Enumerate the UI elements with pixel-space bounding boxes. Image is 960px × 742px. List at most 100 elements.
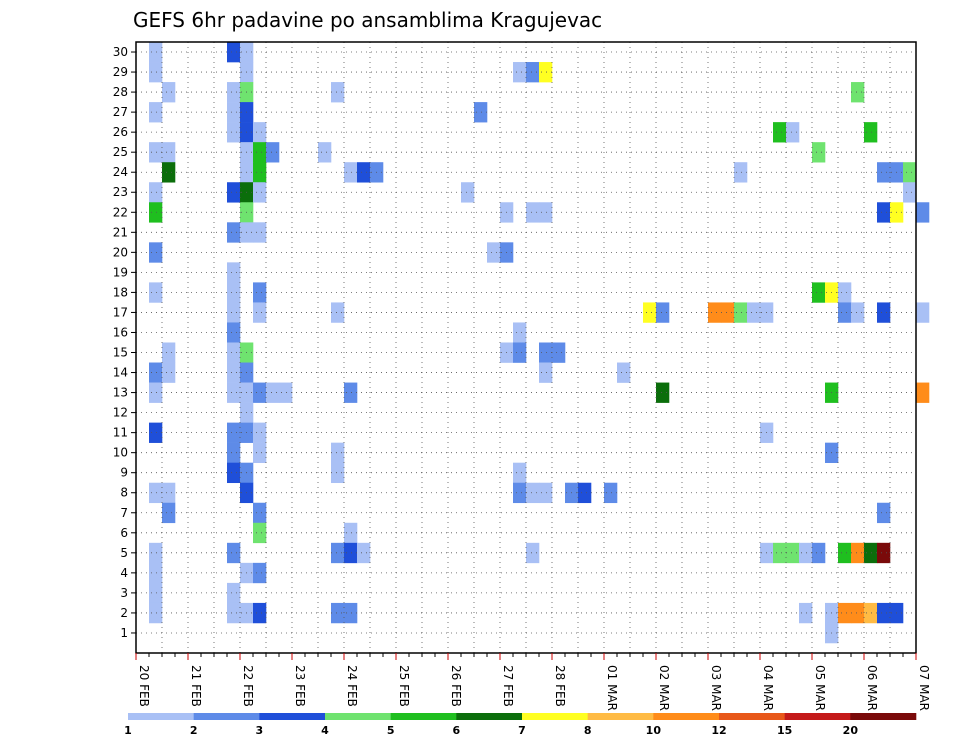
heatmap-cell bbox=[162, 502, 176, 524]
heatmap-cell bbox=[253, 182, 267, 203]
x-tick-label: 21 FEB bbox=[189, 665, 203, 707]
y-tick-label: 26 bbox=[113, 125, 128, 139]
heatmap-cell bbox=[149, 362, 163, 383]
colorbar-label: 20 bbox=[843, 724, 859, 737]
colorbar-swatch bbox=[653, 713, 720, 720]
x-tick-label: 02 MAR bbox=[657, 665, 671, 711]
heatmap-cell bbox=[331, 302, 345, 323]
heatmap-cell bbox=[227, 602, 241, 624]
heatmap-cell bbox=[708, 302, 722, 323]
y-axis: 1234567891011121314151617181920212223242… bbox=[113, 45, 136, 640]
x-tick-label: 23 FEB bbox=[293, 665, 307, 707]
heatmap-cell bbox=[578, 482, 592, 504]
y-tick-label: 27 bbox=[113, 105, 128, 119]
y-tick-label: 29 bbox=[113, 65, 128, 79]
heatmap-cell bbox=[812, 282, 826, 303]
heatmap-cell bbox=[227, 302, 241, 323]
y-tick-label: 30 bbox=[113, 45, 128, 59]
colorbar-label: 4 bbox=[321, 724, 329, 737]
heatmap-cell bbox=[149, 42, 163, 63]
heatmap-cell bbox=[903, 162, 917, 183]
heatmap-cell bbox=[357, 162, 371, 183]
colorbar-swatch bbox=[193, 713, 260, 720]
heatmap-cell bbox=[539, 342, 553, 363]
y-tick-label: 28 bbox=[113, 85, 128, 99]
heatmap-cell bbox=[344, 382, 358, 403]
heatmap-cell bbox=[643, 302, 657, 323]
heatmap-cell bbox=[539, 202, 553, 223]
heatmap-cell bbox=[227, 462, 241, 484]
colorbar: 1 2 3 4 5 6 7 8 10 12 15 20 bbox=[124, 713, 917, 737]
heatmap-cell bbox=[227, 82, 241, 103]
heatmap-cell bbox=[227, 582, 241, 604]
heatmap-cell bbox=[513, 482, 527, 504]
heatmap-cell bbox=[149, 542, 163, 564]
y-tick-label: 12 bbox=[113, 406, 128, 420]
heatmap-cell bbox=[162, 162, 176, 183]
y-tick-label: 16 bbox=[113, 325, 128, 339]
colorbar-label: 7 bbox=[518, 724, 526, 737]
heatmap-cell bbox=[227, 122, 241, 143]
heatmap-cell bbox=[253, 602, 267, 624]
y-tick-label: 17 bbox=[113, 305, 128, 319]
colorbar-label: 15 bbox=[777, 724, 792, 737]
heatmap-cell bbox=[162, 142, 176, 163]
heatmap-cell bbox=[149, 142, 163, 163]
x-tick-label: 03 MAR bbox=[709, 665, 723, 711]
x-tick-label: 25 FEB bbox=[397, 665, 411, 707]
heatmap-cell bbox=[227, 382, 241, 403]
heatmap-cell bbox=[526, 482, 540, 504]
heatmap-cell bbox=[877, 502, 891, 524]
x-axis: 20 FEB 21 FEB 22 FEB 23 FEB 24 FEB 25 FEB 26 F… bbox=[135, 653, 931, 711]
y-tick-label: 2 bbox=[120, 606, 128, 620]
heatmap-cell bbox=[162, 342, 176, 363]
heatmap-cell bbox=[149, 242, 163, 263]
heatmap-cell bbox=[344, 162, 358, 183]
grid bbox=[135, 42, 917, 653]
heatmap-cell bbox=[227, 282, 241, 303]
heatmap-cell bbox=[331, 442, 345, 463]
heatmap-cell bbox=[149, 382, 163, 403]
heatmap-cell bbox=[526, 62, 540, 83]
heatmap-cell bbox=[474, 102, 488, 123]
y-tick-label: 22 bbox=[113, 205, 128, 219]
y-tick-label: 7 bbox=[120, 506, 128, 520]
heatmap-cell bbox=[253, 162, 267, 183]
heatmap-cell bbox=[539, 362, 553, 383]
heatmap-cell bbox=[357, 542, 371, 564]
y-tick-label: 14 bbox=[113, 366, 128, 380]
x-tick-label: 26 FEB bbox=[449, 665, 463, 707]
heatmap-cell bbox=[851, 542, 865, 564]
heatmap-cell bbox=[734, 302, 748, 323]
heatmap-cell bbox=[604, 482, 618, 504]
heatmap-cell bbox=[253, 282, 267, 303]
heatmap-cell bbox=[877, 162, 891, 183]
heatmap-cell bbox=[617, 362, 631, 383]
x-tick-label: 06 MAR bbox=[865, 665, 879, 711]
heatmap-cell bbox=[227, 182, 241, 203]
heatmap-cell bbox=[838, 282, 852, 303]
y-tick-label: 24 bbox=[113, 165, 128, 179]
x-tick-label: 28 FEB bbox=[553, 665, 567, 707]
heatmap-cell bbox=[331, 542, 345, 564]
heatmap-cell bbox=[526, 542, 540, 564]
heatmap-cell bbox=[227, 342, 241, 363]
heatmap-cell bbox=[253, 302, 267, 323]
heatmap-cell bbox=[149, 602, 163, 624]
colorbar-label: 3 bbox=[256, 724, 264, 737]
heatmap-cell bbox=[266, 382, 280, 403]
heatmap-cell bbox=[344, 542, 358, 564]
heatmap-cell bbox=[747, 302, 761, 323]
heatmap-cell bbox=[149, 582, 163, 604]
heatmap-cell bbox=[331, 82, 345, 103]
x-tick-label: 01 MAR bbox=[605, 665, 619, 711]
heatmap-cell bbox=[149, 182, 163, 203]
heatmap-cell bbox=[656, 382, 670, 403]
heatmap-cell bbox=[227, 442, 241, 463]
heatmap-cell bbox=[864, 542, 878, 564]
heatmap-cell bbox=[851, 82, 865, 103]
x-tick-label: 27 FEB bbox=[501, 665, 515, 707]
heatmap-cell bbox=[162, 82, 176, 103]
heatmap-cell bbox=[838, 302, 852, 323]
heatmap-cell bbox=[799, 542, 813, 564]
